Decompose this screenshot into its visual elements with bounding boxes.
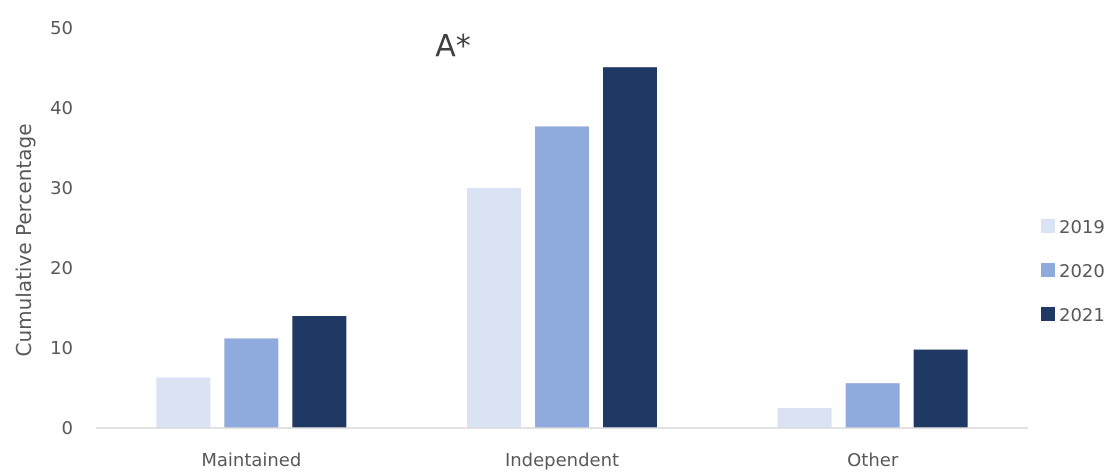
legend-swatch-2019 (1041, 219, 1055, 233)
bar-2019-other (777, 408, 832, 428)
bar-2020-independent (535, 126, 589, 429)
bar-2019-independent (467, 188, 521, 428)
legend-label-2019: 2019 (1059, 217, 1105, 238)
bar-2020-maintained (224, 338, 279, 428)
bar-2019-maintained (156, 377, 211, 428)
bar-2021-independent (603, 67, 657, 428)
legend-swatch-2020 (1041, 263, 1055, 277)
y-axis-title: Cumulative Percentage (12, 123, 36, 356)
y-tick-label: 50 (50, 18, 73, 39)
bar-2020-other (845, 383, 900, 428)
legend-label-2020: 2020 (1059, 261, 1105, 282)
legend-swatch-2021 (1041, 307, 1055, 321)
chart-title: A* (435, 29, 471, 64)
x-tick-label: Independent (505, 450, 619, 471)
y-tick-label: 20 (50, 258, 73, 279)
plot-area (156, 67, 968, 429)
legend-label-2021: 2021 (1059, 305, 1105, 326)
legend: 2019 2020 2021 (1041, 217, 1105, 326)
y-axis: 0 10 20 30 40 50 (50, 18, 73, 439)
x-tick-label: Maintained (201, 450, 301, 471)
x-axis: Maintained Independent Other (201, 450, 898, 471)
y-tick-label: 10 (50, 338, 73, 359)
y-tick-label: 0 (62, 418, 73, 439)
y-tick-label: 30 (50, 178, 73, 199)
y-tick-label: 40 (50, 98, 73, 119)
bar-2021-maintained (292, 316, 347, 428)
x-tick-label: Other (847, 450, 899, 471)
bar-2021-other (913, 349, 968, 428)
